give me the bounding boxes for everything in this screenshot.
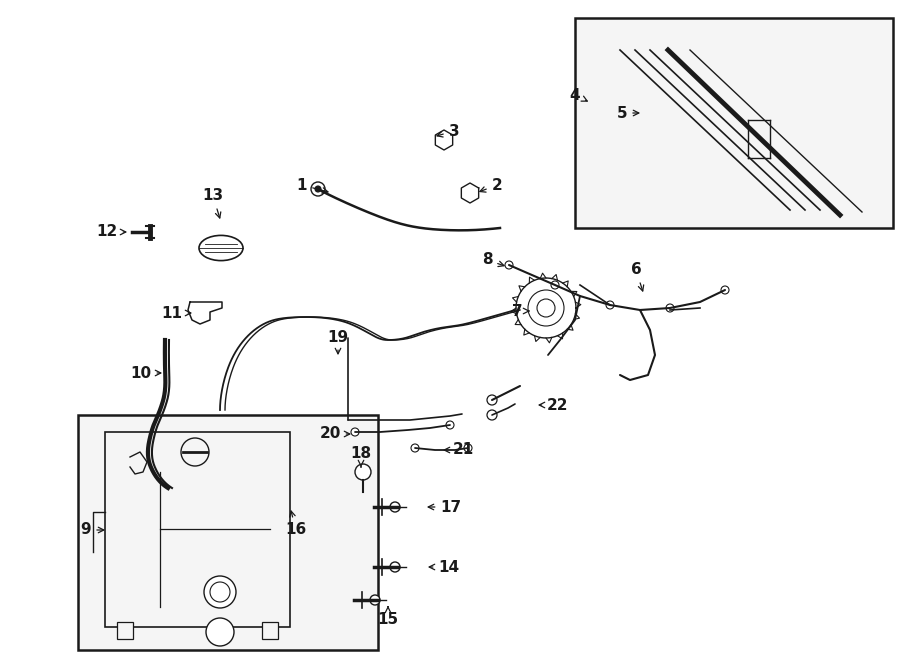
Circle shape: [487, 395, 497, 405]
Circle shape: [666, 304, 674, 312]
Text: 21: 21: [445, 442, 473, 457]
Text: 10: 10: [130, 366, 161, 381]
Text: 7: 7: [512, 303, 529, 319]
Text: 12: 12: [96, 225, 126, 239]
Text: 19: 19: [328, 329, 348, 354]
Circle shape: [206, 618, 234, 646]
Text: 5: 5: [616, 106, 639, 120]
Text: 6: 6: [631, 262, 644, 291]
Text: 20: 20: [320, 426, 350, 442]
Text: 3: 3: [437, 124, 459, 139]
Bar: [105, 432, 290, 627]
Circle shape: [351, 428, 359, 436]
Text: 8: 8: [482, 253, 504, 268]
Circle shape: [355, 464, 371, 480]
Bar: [575, 18, 893, 228]
Circle shape: [606, 301, 614, 309]
Bar: [117, 622, 133, 639]
Text: 2: 2: [480, 178, 502, 192]
Text: 14: 14: [429, 559, 460, 574]
Text: 11: 11: [161, 305, 191, 321]
Text: 18: 18: [350, 446, 372, 467]
Text: 22: 22: [539, 397, 569, 412]
Circle shape: [390, 502, 400, 512]
Circle shape: [181, 438, 209, 466]
Bar: [262, 622, 278, 639]
Circle shape: [551, 281, 559, 289]
Circle shape: [537, 299, 555, 317]
Text: 1: 1: [297, 178, 328, 193]
Circle shape: [505, 261, 513, 269]
Circle shape: [528, 290, 564, 326]
Text: 16: 16: [285, 511, 307, 537]
Circle shape: [721, 286, 729, 294]
Text: 17: 17: [428, 500, 462, 514]
Circle shape: [370, 595, 380, 605]
Circle shape: [411, 444, 419, 452]
Text: 15: 15: [377, 607, 399, 627]
Circle shape: [311, 182, 325, 196]
Circle shape: [464, 444, 472, 452]
Circle shape: [210, 582, 230, 602]
Circle shape: [390, 562, 400, 572]
Circle shape: [487, 410, 497, 420]
Bar: [78, 415, 378, 650]
Circle shape: [446, 421, 454, 429]
Circle shape: [315, 186, 321, 192]
Circle shape: [204, 576, 236, 608]
Text: 13: 13: [202, 188, 223, 218]
Text: 9: 9: [81, 522, 104, 537]
Text: 4: 4: [570, 87, 588, 102]
